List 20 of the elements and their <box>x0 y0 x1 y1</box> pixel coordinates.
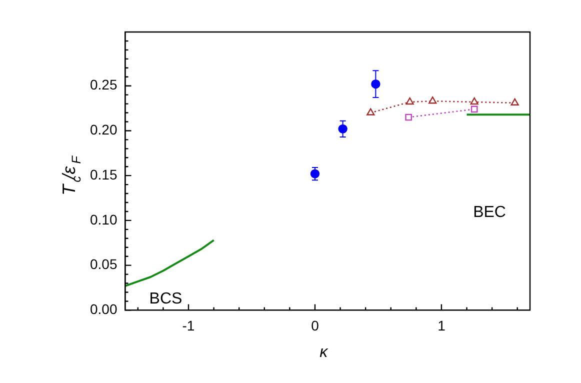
y-tick-label: 0.20 <box>90 122 118 138</box>
y-tick-label: 0.05 <box>90 256 118 272</box>
point <box>470 106 478 113</box>
y-axis-title: Tc/εF <box>59 154 84 196</box>
point <box>510 98 519 106</box>
y-tick-label: 0.00 <box>90 301 118 318</box>
y-tick-label: 0.25 <box>90 76 118 93</box>
point <box>405 114 412 121</box>
y-tick-label: 0.10 <box>90 211 118 228</box>
point <box>428 96 437 104</box>
annotation: BEC <box>473 204 506 222</box>
x-tick-label: -1 <box>182 317 195 334</box>
x-tick-label: 1 <box>438 317 446 334</box>
point <box>406 97 414 105</box>
point <box>470 97 478 105</box>
annotation: BCS <box>149 290 182 308</box>
x-axis-title: κ <box>320 344 329 362</box>
y-tick-label: 0.15 <box>90 166 118 182</box>
point <box>366 108 375 116</box>
x-tick-label: 0 <box>311 317 320 334</box>
